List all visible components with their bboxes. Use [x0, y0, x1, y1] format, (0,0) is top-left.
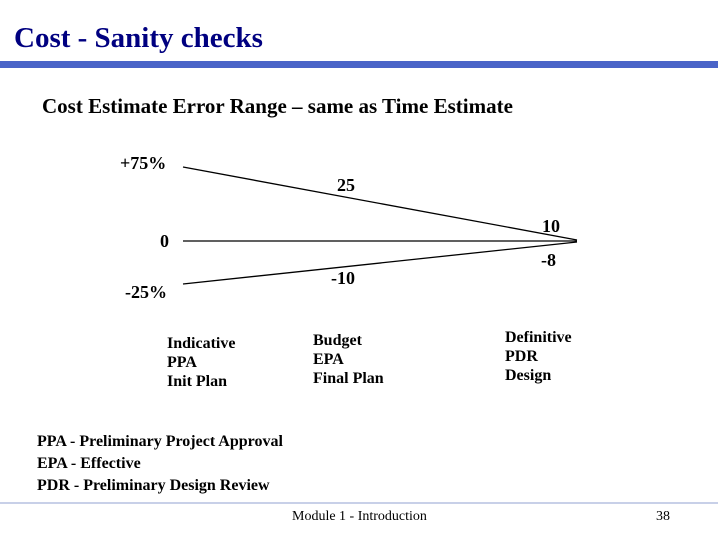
- stage-line: Init Plan: [167, 373, 228, 390]
- page-title: Cost - Sanity checks: [14, 22, 263, 54]
- footer-divider: [0, 502, 718, 504]
- stage-budget: Budget EPA Final Plan: [313, 331, 384, 388]
- stage-line: PPA: [167, 354, 197, 371]
- value-label-upper-mid: 25: [337, 175, 355, 195]
- stage-line: Definitive: [505, 329, 572, 346]
- stage-line: Final Plan: [313, 370, 384, 387]
- value-label-upper-end: 10: [542, 216, 560, 236]
- stage-line: Indicative: [167, 335, 236, 352]
- axis-label-zero: 0: [160, 231, 169, 251]
- stage-line: Budget: [313, 332, 362, 349]
- legend-item: EPA - Effective: [37, 455, 141, 472]
- stage-definitive: Definitive PDR Design: [505, 328, 572, 385]
- title-divider: [0, 61, 718, 68]
- stage-line: PDR: [505, 348, 538, 365]
- upper-bound-line: [182, 166, 578, 241]
- legend-item: PDR - Preliminary Design Review: [37, 477, 270, 494]
- stage-line: EPA: [313, 351, 344, 368]
- page-number: 38: [656, 509, 670, 524]
- legend-item: PPA - Preliminary Project Approval: [37, 433, 283, 450]
- lower-bound-line: [182, 241, 578, 285]
- axis-label-top: +75%: [120, 153, 167, 173]
- footer-text: Module 1 - Introduction: [292, 509, 427, 524]
- stage-line: Design: [505, 367, 552, 384]
- axis-label-bottom: -25%: [125, 282, 167, 302]
- stage-indicative: Indicative PPA Init Plan: [167, 334, 235, 391]
- abbreviation-legend: PPA - Preliminary Project Approval EPA -…: [37, 431, 283, 497]
- slide-subtitle: Cost Estimate Error Range – same as Time…: [42, 94, 513, 118]
- value-label-lower-mid: -10: [331, 268, 355, 288]
- value-label-lower-end: -8: [541, 250, 556, 270]
